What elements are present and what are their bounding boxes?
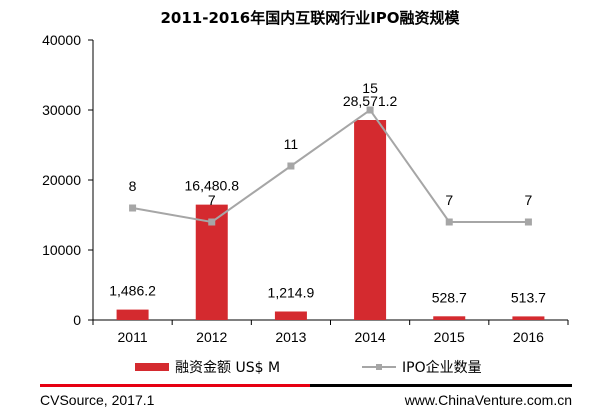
y-tick-label: 20000 [42, 172, 81, 188]
line-path [132, 108, 529, 224]
line-value-label: 8 [129, 178, 137, 194]
line-marker [366, 106, 374, 114]
legend-label-line: IPO企业数量 [402, 359, 482, 376]
chart-title: 2011-2016年国内互联网行业IPO融资规模 [160, 9, 460, 27]
line-marker [524, 218, 532, 226]
legend-swatch-marker [376, 364, 382, 370]
line-marker [129, 204, 137, 212]
line-value-label: 7 [445, 192, 453, 208]
line-series [129, 106, 532, 226]
x-tick-label: 2013 [275, 329, 306, 345]
bar [354, 120, 387, 320]
x-tick-label: 2012 [196, 329, 227, 345]
footer-rule-black [310, 384, 572, 387]
bar-series [116, 120, 545, 320]
site-url: www.ChinaVenture.com.cn [404, 392, 572, 408]
line-marker [208, 218, 216, 226]
bar-value-label: 16,480.8 [185, 178, 240, 194]
x-tick-label: 2015 [434, 329, 465, 345]
bar [433, 316, 466, 320]
legend-label-bar: 融资金额 US$ M [175, 360, 280, 376]
bar-value-label: 513.7 [511, 289, 546, 305]
y-tick-label: 0 [73, 312, 81, 328]
line-value-label: 7 [525, 192, 533, 208]
source-note: CVSource, 2017.1 [40, 392, 155, 408]
bar [274, 311, 307, 320]
line-value-label: 15 [362, 80, 378, 96]
line-marker [445, 218, 453, 226]
legend-swatch-bar [135, 363, 169, 371]
line-marker [287, 162, 295, 170]
x-tick-label: 2016 [513, 329, 544, 345]
line-value-label: 11 [284, 136, 299, 152]
x-tick-label: 2014 [355, 329, 386, 345]
y-tick-label: 30000 [42, 102, 81, 118]
bar-value-label: 528.7 [432, 289, 467, 305]
y-tick-label: 40000 [42, 32, 81, 48]
footer-rule [40, 384, 572, 387]
axes: 0 10000 20000 30000 40000 2011 2012 2013 2014 201… [42, 32, 569, 345]
data-labels: 1,486.2 16,480.8 1,214.9 28,571.2 528.7 513.7… [109, 80, 546, 305]
bar [116, 309, 149, 320]
y-tick-label: 10000 [42, 242, 81, 258]
footer-rule-red [40, 384, 310, 387]
bar-value-label: 28,571.2 [343, 93, 398, 109]
x-tick-label: 2011 [118, 329, 148, 345]
bar-value-label: 1,214.9 [268, 284, 315, 300]
line-value-label: 7 [208, 192, 216, 208]
legend: 融资金额 US$ M IPO企业数量 [135, 359, 482, 376]
bar [512, 316, 545, 320]
bar-value-label: 1,486.2 [109, 283, 156, 299]
